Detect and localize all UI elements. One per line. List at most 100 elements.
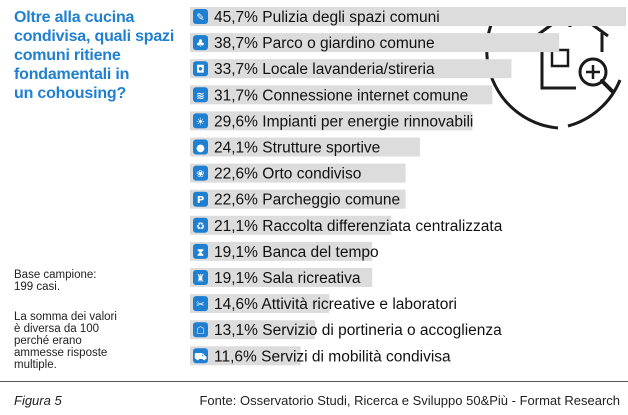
value-label: 31,7% <box>214 87 262 104</box>
note-line: multiple. <box>14 359 57 371</box>
value-label: 45,7% <box>214 9 262 26</box>
concierge-icon: ☖ <box>193 322 208 338</box>
question-line: comuni ritiene <box>14 47 121 64</box>
washing-machine-icon: ◘ <box>193 61 208 77</box>
category-label: Impianti per energie rinnovabili <box>262 113 473 130</box>
bar-14 <box>190 346 301 366</box>
category-label: Connessione internet comune <box>262 87 468 104</box>
bar-label-5: 29,6% Impianti per energie rinnovabili <box>214 113 473 130</box>
question-line: fondamentali in <box>14 66 130 83</box>
value-label: 19,1% <box>214 244 262 261</box>
svg-text:●: ● <box>196 143 205 154</box>
svg-text:❀: ❀ <box>196 169 204 180</box>
broom-icon: ✎ <box>193 9 208 24</box>
note-line: perché erano <box>14 335 82 347</box>
svg-text:◘: ◘ <box>196 65 204 76</box>
category-label: Sala ricreativa <box>262 270 361 287</box>
bar-13 <box>190 320 315 340</box>
crafts-icon: ✂ <box>193 296 208 312</box>
sample-base-note: Base campione: 199 casi. <box>14 269 134 293</box>
svg-text:P: P <box>197 195 204 206</box>
value-label: 22,6% <box>214 192 262 209</box>
bar-12 <box>190 294 330 314</box>
hourglass-icon: ⧗ <box>193 243 208 259</box>
sample-base-value: 199 casi. <box>14 281 61 293</box>
value-label: 29,6% <box>214 113 262 130</box>
question-line: un cohousing? <box>14 85 127 102</box>
svg-text:☖: ☖ <box>196 326 205 337</box>
bar-label-13: 13,1% Servizio di portineria o accoglien… <box>214 322 502 339</box>
svg-text:♜: ♜ <box>196 274 205 285</box>
bar-label-4: 31,7% Connessione internet comune <box>214 87 468 104</box>
multiple-answers-note: La somma dei valori è diversa da 100 per… <box>14 311 134 371</box>
bar-label-10: 19,1% Banca del tempo <box>214 244 379 261</box>
svg-text:≋: ≋ <box>196 91 204 102</box>
source-note: Fonte: Osservatorio Studi, Ricerca e Svi… <box>199 393 620 408</box>
bar-8 <box>190 189 406 209</box>
tree-icon: ♣ <box>193 35 208 51</box>
solar-plug-icon: ☀ <box>193 113 208 129</box>
bar-chart: ✎ 45,7% Pulizia degli spazi comuni ♣ 38,7% … <box>190 7 626 366</box>
bar-label-2: 38,7% Parco o giardino comune <box>214 35 435 52</box>
value-label: 19,1% <box>214 270 262 287</box>
garden-icon: ❀ <box>193 165 208 181</box>
note-line: è diversa da 100 <box>14 323 100 335</box>
sports-ball-icon: ● <box>193 139 208 155</box>
category-label: Strutture sportive <box>262 140 380 157</box>
bar-5 <box>190 111 473 131</box>
figure-label: Figura 5 <box>14 393 62 408</box>
category-label: Raccolta differenziata centralizzata <box>262 218 502 235</box>
bar-label-3: 33,7% Locale lavanderia/stireria <box>214 61 435 78</box>
svg-text:♻: ♻ <box>196 221 205 232</box>
bar-2 <box>190 33 560 53</box>
bar-label-7: 22,6% Orto condiviso <box>214 166 361 183</box>
value-label: 13,1% <box>214 322 262 339</box>
value-label: 33,7% <box>214 61 262 78</box>
bar-3 <box>190 59 512 79</box>
category-label: Servizi di mobilità condivisa <box>261 348 451 365</box>
parking-icon: P <box>193 191 208 207</box>
value-label: 22,6% <box>214 166 262 183</box>
footer-divider <box>0 381 628 382</box>
value-label: 38,7% <box>214 35 262 52</box>
note-line: ammesse risposte <box>14 347 108 359</box>
game-room-icon: ♜ <box>193 270 208 285</box>
value-label: 14,6% <box>214 296 261 313</box>
bar-label-6: 24,1% Strutture sportive <box>214 140 380 157</box>
category-label: Banca del tempo <box>262 244 378 261</box>
question-title: Oltre alla cucina condivisa, quali spazi… <box>14 8 186 103</box>
category-label: Locale lavanderia/stireria <box>262 61 435 78</box>
svg-text:♣: ♣ <box>196 39 205 50</box>
bar-label-12: 14,6% Attività ricreative e laboratori <box>214 296 457 313</box>
category-label: Pulizia degli spazi comuni <box>262 9 439 26</box>
bar-label-1: 45,7% Pulizia degli spazi comuni <box>214 9 440 26</box>
note-line: La somma dei valori <box>14 311 117 323</box>
svg-text:⧗: ⧗ <box>197 247 204 258</box>
svg-text:⛟: ⛟ <box>194 352 207 363</box>
svg-text:☀: ☀ <box>196 117 205 128</box>
bar-7 <box>190 163 406 183</box>
svg-text:✂: ✂ <box>196 300 204 311</box>
value-label: 11,6% <box>214 348 261 365</box>
svg-text:✎: ✎ <box>196 13 204 24</box>
recycle-icon: ♻ <box>193 217 208 233</box>
category-label: Servizio di portineria o accoglienza <box>262 322 502 339</box>
bar-4 <box>190 85 493 105</box>
category-label: Parcheggio comune <box>262 192 400 209</box>
category-label: Attività ricreative e laboratori <box>261 296 457 313</box>
bar-6 <box>190 137 420 157</box>
bar-11 <box>190 268 373 287</box>
category-label: Parco o giardino comune <box>262 35 434 52</box>
shared-car-icon: ⛟ <box>193 348 208 364</box>
bar-label-9: 21,1% Raccolta differenziata centralizza… <box>214 218 503 235</box>
question-line: condivisa, quali spazi <box>14 28 175 45</box>
value-label: 21,1% <box>214 218 262 235</box>
value-label: 24,1% <box>214 140 262 157</box>
category-label: Orto condiviso <box>262 166 361 183</box>
bar-label-14: 11,6% Servizi di mobilità condivisa <box>214 348 451 365</box>
bar-label-11: 19,1% Sala ricreativa <box>214 270 361 287</box>
sample-base-title: Base campione: <box>14 269 97 281</box>
bar-9 <box>190 215 392 235</box>
bar-1 <box>190 7 626 26</box>
wifi-icon: ≋ <box>193 87 208 103</box>
